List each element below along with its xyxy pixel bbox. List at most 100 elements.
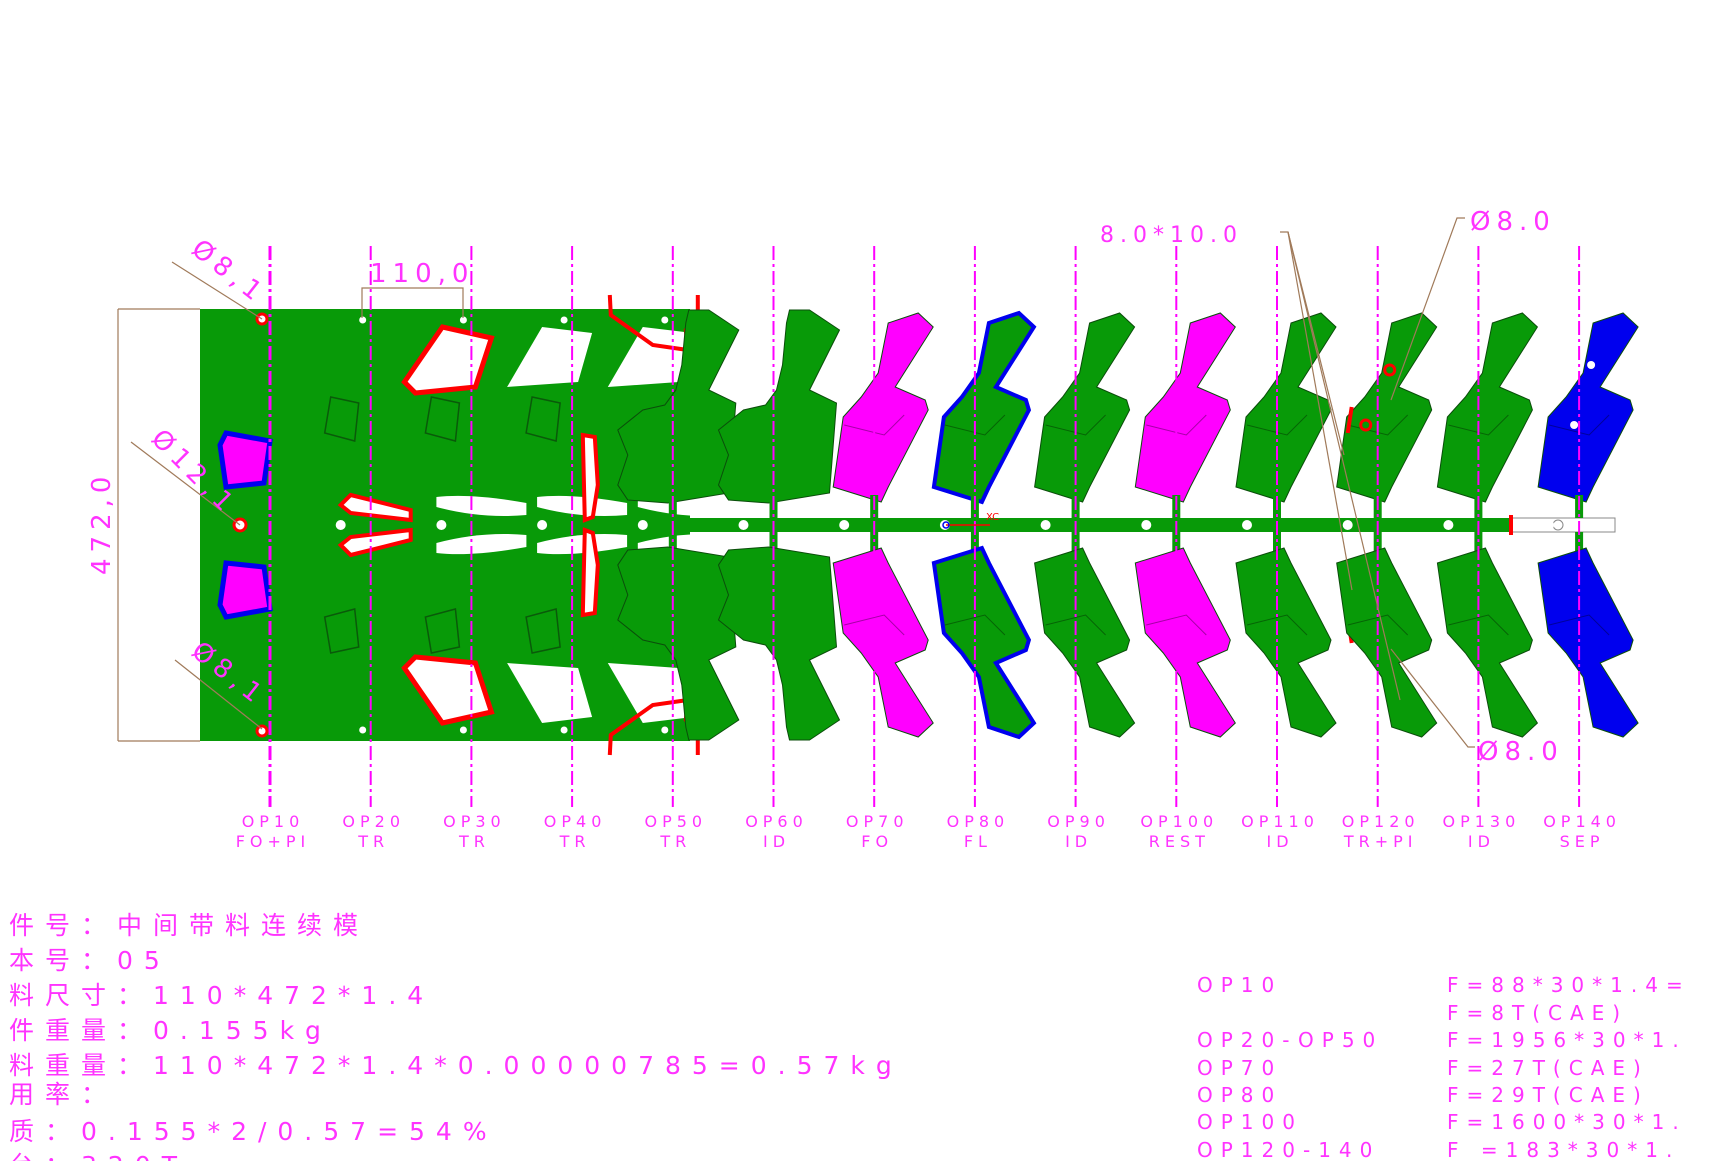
station-op-label: OP20 — [342, 812, 405, 831]
station-process-label: ID — [1266, 832, 1293, 851]
part-detail-line — [944, 614, 1006, 636]
part-neck — [1071, 532, 1080, 555]
force-value: F=29T(CAE) — [1447, 1083, 1649, 1107]
force-value: F=8T(CAE) — [1447, 1001, 1628, 1025]
pad-outline — [525, 608, 561, 654]
dimension-slot: 8.0*10.0 — [1100, 223, 1401, 701]
station-process-label: TR — [357, 832, 389, 851]
dimension-strip-width: 472,0 — [87, 308, 200, 742]
part-op110 — [1235, 547, 1337, 738]
carrier-hole — [1342, 520, 1353, 530]
carrier-slit — [436, 534, 527, 555]
force-value: F=27T(CAE) — [1447, 1056, 1649, 1080]
station-process-label: TR — [559, 832, 591, 851]
force-value: F=88*30*1.4= — [1447, 973, 1691, 997]
station-op-label: OP130 — [1443, 812, 1521, 831]
station-op-label: OP10 — [242, 812, 305, 831]
blank-cutout — [607, 327, 693, 387]
station-process-label: TR — [659, 832, 691, 851]
axis-label: XC — [986, 512, 999, 523]
station-lines — [268, 246, 1581, 807]
station-op-label: OP100 — [1140, 812, 1218, 831]
pad-outline — [525, 396, 561, 442]
carrier-band — [690, 518, 1511, 532]
part-op100 — [1134, 312, 1236, 503]
part-op100 — [1134, 547, 1236, 738]
station-process-label: TR+PI — [1343, 832, 1418, 851]
carrier-slit — [436, 495, 527, 516]
force-op: OP10 — [1197, 973, 1282, 997]
part-op110 — [1235, 312, 1337, 503]
pilot-form — [217, 430, 273, 490]
station-op-label: OP70 — [846, 812, 909, 831]
part-op70 — [832, 547, 934, 738]
dimension-hole-top: Ø8.0 — [1390, 207, 1550, 401]
station-process-label: REST — [1149, 832, 1210, 851]
pad-outline — [424, 608, 461, 654]
slot-label: 8.0*10.0 — [1100, 223, 1243, 248]
carrier-hole — [537, 520, 548, 530]
pierce-hole — [1359, 418, 1373, 432]
station-process-label: ID — [1468, 832, 1495, 851]
part-detail-line — [1448, 414, 1509, 436]
part-detail-line — [1246, 614, 1308, 636]
pilot-top-label: Ø8,1 — [186, 234, 272, 310]
part-op80 — [931, 310, 1037, 505]
hole-bottom-label: Ø8.0 — [1478, 737, 1564, 767]
axis-marker: XC — [942, 512, 999, 529]
part-op90 — [1034, 547, 1136, 738]
part-neck — [769, 532, 778, 555]
station-op-label: OP50 — [644, 812, 707, 831]
force-op: OP20-OP50 — [1197, 1028, 1383, 1052]
part-hole — [1570, 421, 1579, 429]
dimension-pitch: 110,0 — [361, 259, 468, 318]
part-op60 — [717, 309, 841, 504]
pad-outline — [323, 396, 360, 442]
carrier-hole — [637, 520, 648, 530]
trim-slot — [580, 432, 600, 523]
part-op70 — [832, 312, 934, 503]
blank-cutout — [507, 663, 593, 723]
part-detail-line — [1146, 614, 1207, 636]
part-op140 — [1537, 312, 1639, 503]
notes-block: 零件号：中间带料连续模版本号：05 材料尺寸：110*472*1.4 零件重量：0.… — [0, 911, 892, 1161]
carrier-hole — [738, 520, 749, 530]
force-value: F=1956*30*1. — [1447, 1028, 1687, 1052]
station-process-label: FO+PI — [236, 832, 311, 851]
blank-cutout — [607, 663, 693, 723]
station-op-label: OP120 — [1342, 812, 1420, 831]
edge-hole — [359, 316, 367, 324]
edge-hole — [661, 726, 669, 734]
station-op-label: OP60 — [745, 812, 808, 831]
part-detail-line — [844, 414, 905, 436]
part-detail-line — [844, 614, 905, 636]
force-op: OP100 — [1197, 1110, 1303, 1134]
carrier-hole — [839, 520, 850, 530]
part-neck — [1273, 532, 1281, 555]
edge-hole — [661, 316, 669, 324]
part-detail-line — [1246, 414, 1308, 436]
force-op: OP120-140 — [1197, 1138, 1380, 1161]
part-detail-line — [1045, 614, 1106, 636]
station-op-label: OP140 — [1543, 812, 1621, 831]
blank-cutout — [401, 324, 495, 396]
part-detail-line — [1045, 414, 1106, 436]
part-detail-line — [1548, 414, 1610, 436]
station-op-label: OP80 — [947, 812, 1010, 831]
pad-outline — [424, 396, 461, 442]
part-neck — [1373, 532, 1382, 555]
trim-notch — [337, 527, 413, 558]
pad-outline — [323, 608, 360, 654]
carrier-hole — [1443, 520, 1454, 530]
dimension-pilot-top: Ø8,1 — [171, 234, 272, 320]
edge-hole — [359, 726, 367, 734]
carrier-hole — [436, 520, 447, 530]
force-value: F =183*30*1. — [1447, 1138, 1680, 1161]
part-neck — [1172, 532, 1181, 555]
part-op80 — [931, 545, 1037, 740]
part-op140 — [1537, 547, 1639, 738]
trim-edge — [1345, 406, 1354, 434]
force-op: OP70 — [1197, 1056, 1282, 1080]
part-detail-line — [1548, 614, 1610, 636]
